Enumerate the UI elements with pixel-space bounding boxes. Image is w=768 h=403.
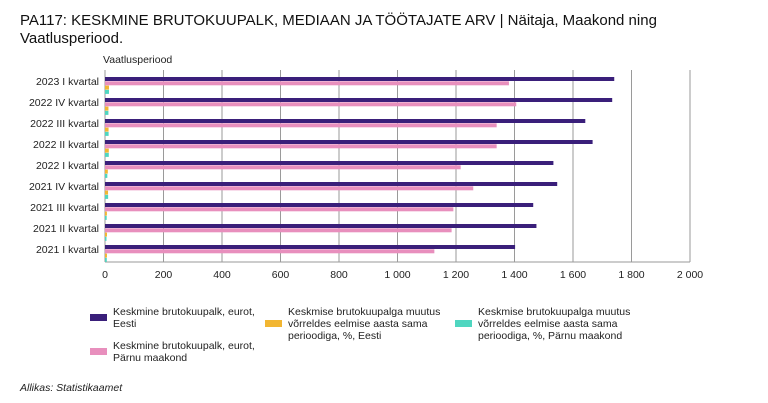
x-tick-labels: 0 200 400 600 800 1 000 1 200 1 400 1 600 1 800 2 … [102,269,703,281]
legend-label: Keskmine brutokuupalk, eurot, Eesti [113,306,255,330]
bar[interactable] [105,148,109,153]
y-axis-label: Vaatlusperiood [103,54,172,66]
bar[interactable] [105,123,497,128]
x-tick-label: 400 [213,269,231,281]
bar[interactable] [105,173,108,178]
bar[interactable] [105,169,108,174]
legend-label: Keskmine brutokuupalk, eurot, Pärnu maak… [113,340,255,364]
bar[interactable] [105,140,593,144]
legend: Keskmine brutokuupalk, eurot, Eesti Kesk… [90,306,730,366]
legend-label: Keskmise brutokuupalga muutus võrreldes … [478,306,631,342]
x-tick-label: 2 000 [677,269,703,281]
bar[interactable] [105,182,558,186]
bar[interactable] [105,98,613,102]
bar[interactable] [105,245,516,249]
bar[interactable] [105,215,107,220]
bar[interactable] [105,102,517,107]
legend-item-parnu-salary[interactable]: Keskmine brutokuupalk, eurot, Pärnu maak… [90,340,265,364]
bar[interactable] [105,211,107,216]
bar[interactable] [105,253,107,258]
legend-swatch [455,320,472,327]
bar[interactable] [105,257,107,262]
x-tick-label: 800 [330,269,348,281]
bar[interactable] [105,232,107,237]
category-labels: 2023 I kvartal 2022 IV kvartal 2022 III kv… [29,76,99,256]
bar[interactable] [105,186,474,191]
x-tick-label: 1 200 [443,269,469,281]
bar[interactable] [105,127,109,132]
bar[interactable] [105,119,586,123]
bar[interactable] [105,131,109,136]
bars [105,77,615,262]
category-label: 2021 II kvartal [33,223,99,235]
category-label: 2022 I kvartal [36,160,99,172]
source-note: Allikas: Statistikaamet [20,382,123,394]
legend-label: Keskmise brutokuupalga muutus võrreldes … [288,306,441,342]
x-tick-label: 0 [102,269,108,281]
x-tick-label: 1 400 [501,269,527,281]
chart-title: PA117: KESKMINE BRUTOKUUPALK, MEDIAAN JA… [20,12,657,47]
bar[interactable] [105,85,109,90]
bar[interactable] [105,236,107,241]
category-label: 2022 IV kvartal [29,97,99,109]
bar[interactable] [105,203,534,207]
legend-swatch [90,314,107,321]
bar[interactable] [105,228,452,233]
category-label: 2021 IV kvartal [29,181,99,193]
legend-swatch [90,348,107,355]
category-label: 2022 III kvartal [30,118,99,130]
category-label: 2022 II kvartal [33,139,99,151]
x-tick-label: 600 [272,269,290,281]
bar[interactable] [105,81,509,86]
legend-item-parnu-change[interactable]: Keskmise brutokuupalga muutus võrreldes … [455,306,635,342]
legend-item-eesti-salary[interactable]: Keskmine brutokuupalk, eurot, Eesti [90,306,265,330]
bar[interactable] [105,207,454,212]
category-label: 2021 I kvartal [36,244,99,256]
legend-swatch [265,320,282,327]
category-label: 2023 I kvartal [36,76,99,88]
bar[interactable] [105,249,435,254]
x-tick-label: 200 [155,269,173,281]
bar[interactable] [105,106,109,111]
category-label: 2021 III kvartal [30,202,99,214]
bar[interactable] [105,194,109,199]
bar-chart: Vaatlusperiood 2023 I kvartal 2022 IV kva… [29,54,703,281]
bar[interactable] [105,224,537,228]
bar[interactable] [105,144,497,149]
x-tick-label: 1 000 [384,269,410,281]
legend-item-eesti-change[interactable]: Keskmise brutokuupalga muutus võrreldes … [265,306,455,342]
bar[interactable] [105,110,109,115]
bar[interactable] [105,89,109,94]
x-tick-label: 1 800 [618,269,644,281]
bar[interactable] [105,152,109,157]
x-tick-label: 1 600 [560,269,586,281]
bar[interactable] [105,190,109,195]
bar[interactable] [105,161,554,165]
bar[interactable] [105,165,461,170]
bar[interactable] [105,77,615,81]
